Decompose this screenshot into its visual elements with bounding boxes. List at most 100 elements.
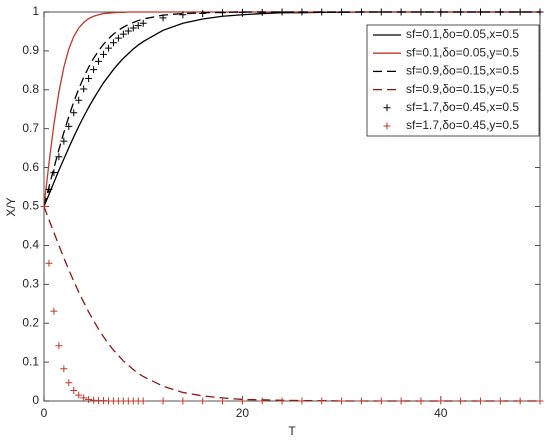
data-point xyxy=(50,307,58,315)
data-point xyxy=(95,57,103,65)
data-point xyxy=(219,9,227,17)
data-point xyxy=(238,8,246,16)
data-point xyxy=(238,397,246,405)
data-point xyxy=(70,109,78,117)
series-line xyxy=(43,11,540,207)
data-point xyxy=(318,8,326,16)
data-point xyxy=(536,8,544,16)
y-tick-label: 0.5 xyxy=(22,199,39,213)
data-point xyxy=(457,397,465,405)
data-point xyxy=(536,397,544,405)
data-point xyxy=(476,397,484,405)
data-point xyxy=(397,8,405,16)
data-point xyxy=(258,397,266,405)
data-point xyxy=(65,379,73,387)
legend-label: sf=1.7,δo=0.45,x=0.5 xyxy=(406,100,519,114)
legend-label: sf=0.1,δo=0.05,x=0.5 xyxy=(406,27,519,41)
data-point xyxy=(109,39,117,47)
legend-box xyxy=(366,24,540,137)
data-point xyxy=(85,395,93,403)
data-point xyxy=(75,391,83,399)
y-axis-label: X/Y xyxy=(4,197,18,216)
data-point xyxy=(159,397,167,405)
data-point xyxy=(377,8,385,16)
legend-label: sf=0.1,δo=0.05,y=0.5 xyxy=(406,45,519,59)
y-tick-label: 1 xyxy=(32,4,39,18)
data-point xyxy=(338,8,346,16)
legend-swatch xyxy=(383,104,391,112)
y-tick-label: 0.1 xyxy=(22,354,39,368)
x-tick-label: 20 xyxy=(236,406,250,420)
data-point xyxy=(70,386,78,394)
data-point xyxy=(139,397,147,405)
x-tick-label: 0 xyxy=(41,406,48,420)
data-point xyxy=(417,397,425,405)
data-point xyxy=(417,8,425,16)
y-tick-label: 0.7 xyxy=(22,121,39,135)
y-tick-label: 0 xyxy=(32,393,39,407)
data-point xyxy=(476,8,484,16)
data-point xyxy=(496,8,504,16)
x-axis-label: T xyxy=(288,424,296,438)
data-point xyxy=(55,342,63,350)
data-point xyxy=(90,66,98,74)
data-point xyxy=(357,8,365,16)
data-point xyxy=(45,185,53,193)
data-point xyxy=(80,85,88,93)
legend-label: sf=1.7,δo=0.45,y=0.5 xyxy=(406,118,519,132)
legend-swatch xyxy=(383,122,391,130)
y-tick-label: 0.3 xyxy=(22,276,39,290)
data-point xyxy=(258,8,266,16)
data-point xyxy=(219,397,227,405)
data-point xyxy=(50,169,58,177)
data-point xyxy=(516,397,524,405)
data-point xyxy=(114,34,122,42)
data-point xyxy=(278,397,286,405)
data-point xyxy=(457,8,465,16)
data-point xyxy=(119,30,127,38)
data-point xyxy=(179,397,187,405)
data-point xyxy=(318,397,326,405)
data-point xyxy=(278,8,286,16)
data-point xyxy=(139,19,147,27)
y-tick-label: 0.4 xyxy=(22,238,39,252)
legend-label: sf=0.9,δo=0.15,x=0.5 xyxy=(406,64,519,78)
data-point xyxy=(298,397,306,405)
data-point xyxy=(134,22,142,30)
data-point xyxy=(516,8,524,16)
data-point xyxy=(338,397,346,405)
data-point xyxy=(496,397,504,405)
data-point xyxy=(437,8,445,16)
data-point xyxy=(129,24,137,32)
data-point xyxy=(377,397,385,405)
data-point xyxy=(397,397,405,405)
data-point xyxy=(124,27,132,35)
data-point xyxy=(298,8,306,16)
data-point xyxy=(40,203,48,210)
data-point xyxy=(357,397,365,405)
data-point xyxy=(159,14,167,22)
data-point xyxy=(60,365,68,373)
data-point xyxy=(75,96,83,104)
data-point xyxy=(104,44,112,52)
y-tick-label: 0.9 xyxy=(22,43,39,57)
data-point xyxy=(65,122,73,130)
data-point xyxy=(60,137,68,145)
data-point xyxy=(100,50,108,58)
x-tick-label: 40 xyxy=(434,406,448,420)
data-point xyxy=(55,153,63,161)
series-line xyxy=(43,11,540,207)
data-point xyxy=(199,10,207,18)
y-tick-label: 0.8 xyxy=(22,82,39,96)
legend-label: sf=0.9,δo=0.15,y=0.5 xyxy=(406,82,519,96)
data-point xyxy=(199,397,207,405)
series-line xyxy=(43,206,540,402)
data-point xyxy=(45,259,53,267)
data-point xyxy=(80,394,88,402)
data-point xyxy=(437,397,445,405)
data-point xyxy=(179,11,187,19)
y-tick-label: 0.6 xyxy=(22,160,39,174)
y-tick-label: 0.2 xyxy=(22,315,39,329)
data-point xyxy=(85,75,93,83)
